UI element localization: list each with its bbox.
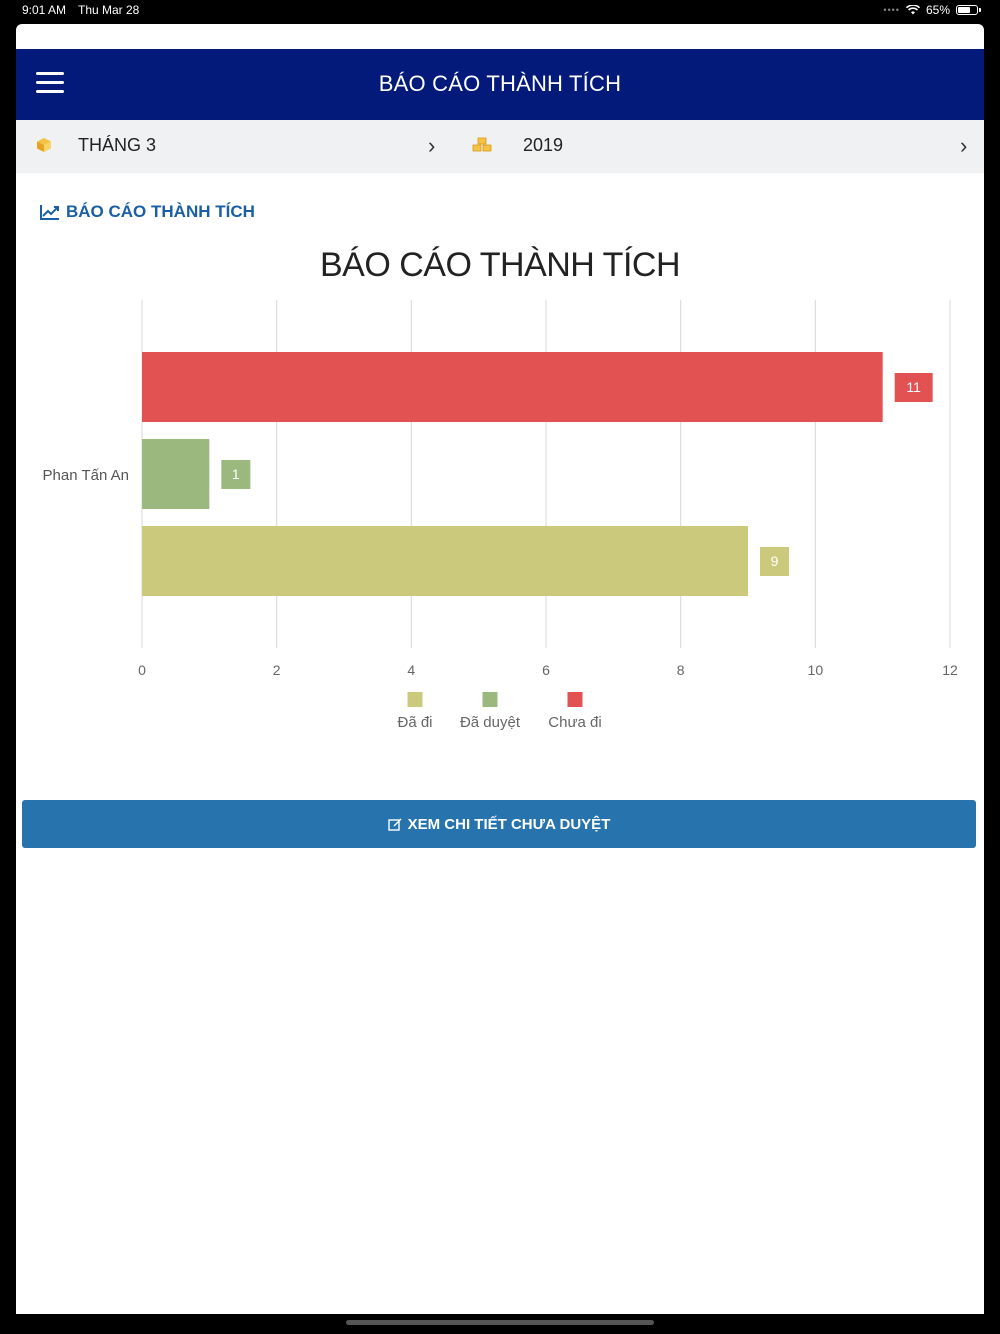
- status-indicators: •••• 65%: [883, 3, 981, 17]
- legend-label: Đã đi: [397, 714, 432, 731]
- home-indicator[interactable]: [346, 1320, 654, 1325]
- bar-2: [142, 526, 748, 596]
- battery-icon: [956, 5, 981, 15]
- section-title-text: BÁO CÁO THÀNH TÍCH: [66, 202, 255, 221]
- app-header: BÁO CÁO THÀNH TÍCH: [16, 49, 984, 120]
- legend-swatch: [567, 692, 583, 707]
- month-next-chevron-icon[interactable]: ›: [428, 133, 436, 158]
- x-tick-label: 6: [542, 662, 550, 678]
- legend-label: Đã duyệt: [460, 714, 521, 731]
- x-tick-label: 2: [273, 662, 281, 678]
- boxes-icon: [472, 137, 492, 152]
- x-tick-label: 4: [407, 662, 415, 678]
- header-title: BÁO CÁO THÀNH TÍCH: [378, 71, 622, 96]
- x-tick-label: 12: [942, 662, 958, 678]
- line-chart-icon: [40, 205, 59, 220]
- hamburger-menu-icon[interactable]: [36, 72, 64, 94]
- legend-swatch: [407, 692, 423, 707]
- legend-label: Chưa đi: [548, 714, 601, 731]
- wifi-icon: [905, 5, 920, 15]
- year-label[interactable]: 2019: [523, 135, 564, 155]
- battery-percent: 65%: [925, 3, 950, 17]
- data-label-box: [894, 373, 933, 402]
- chart-title: BÁO CÁO THÀNH TÍCH: [319, 246, 681, 284]
- data-label: 11: [906, 379, 921, 395]
- x-tick-label: 0: [138, 662, 146, 678]
- detail-button-label: XEM CHI TIẾT CHƯA DUYỆT: [407, 815, 611, 833]
- bar-0: [142, 352, 883, 422]
- x-tick-label: 10: [808, 662, 824, 678]
- view-unapproved-details-button[interactable]: XEM CHI TIẾT CHƯA DUYỆT: [22, 800, 976, 848]
- data-label: 9: [771, 553, 779, 569]
- status-bar: 9:01 AM Thu Mar 28 •••• 65%: [0, 0, 1000, 22]
- data-label: 1: [232, 466, 240, 482]
- box-icon: [37, 138, 51, 152]
- legend-swatch: [482, 692, 498, 707]
- month-label[interactable]: THÁNG 3: [78, 135, 157, 155]
- status-time: 9:01 AM: [22, 3, 67, 17]
- x-tick-label: 8: [677, 662, 685, 678]
- edit-icon: [387, 818, 402, 831]
- section-title: BÁO CÁO THÀNH TÍCH: [40, 202, 255, 222]
- app-window: BÁO CÁO THÀNH TÍCH THÁNG 3 › 2019 › BÁO …: [16, 24, 984, 1314]
- year-next-chevron-icon[interactable]: ›: [960, 133, 968, 158]
- filter-bar: THÁNG 3 › 2019 ›: [16, 120, 984, 173]
- data-label-box: [760, 547, 789, 576]
- status-date: Thu Mar 28: [78, 3, 140, 17]
- cellular-signal-icon: ••••: [883, 5, 900, 15]
- bar-1: [142, 439, 210, 509]
- category-label: Phan Tấn An: [43, 467, 129, 484]
- data-label-box: [221, 460, 251, 489]
